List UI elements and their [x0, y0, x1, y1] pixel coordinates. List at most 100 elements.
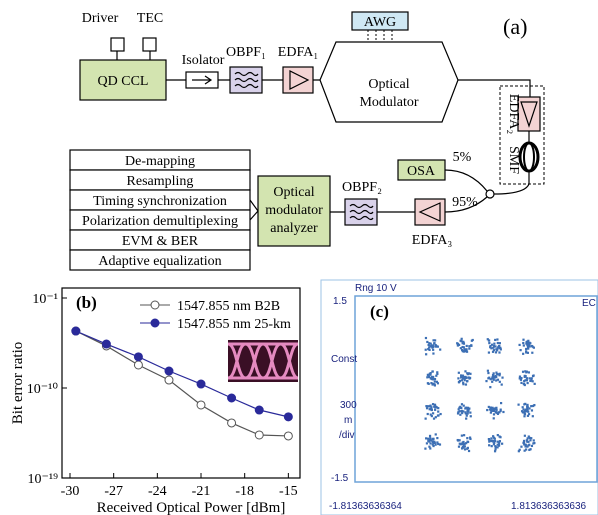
constellation-dot — [439, 443, 441, 445]
constellation-dot — [487, 370, 489, 372]
y-axis-title: Bit error ratio — [10, 342, 26, 424]
obpf1-box — [230, 67, 262, 93]
constellation-dot — [531, 445, 533, 447]
constellation-dot — [492, 374, 494, 376]
constellation-dot — [432, 412, 434, 414]
constellation-dot — [529, 448, 531, 450]
constellation-dot — [527, 437, 529, 439]
constellation-dot — [459, 414, 461, 416]
constellation-dot — [526, 446, 528, 448]
isolator-label: Isolator — [182, 53, 225, 68]
constellation-dot — [493, 413, 495, 415]
constellation-dot — [494, 450, 496, 452]
constellation-dot — [465, 383, 467, 385]
step-label: Polarization demultiplexing — [82, 214, 238, 229]
constellation-dot — [466, 345, 468, 347]
constellation-dot — [460, 443, 462, 445]
constellation-dot — [427, 382, 429, 384]
constellation-dot — [489, 386, 491, 388]
constellation-dot — [528, 371, 530, 373]
legend-marker — [151, 301, 159, 309]
constellation-dot — [520, 446, 522, 448]
data-point — [134, 353, 142, 361]
constellation-dot — [522, 339, 524, 341]
constellation-dot — [501, 383, 503, 385]
constellation-dot — [491, 445, 493, 447]
y-tick-label: 10⁻¹ — [32, 292, 58, 307]
x-right-label: 1.813636363636 — [511, 501, 587, 512]
edfa2-label: EDFA₂ — [506, 94, 521, 135]
constellation-dot — [532, 405, 534, 407]
constellation-dot — [522, 371, 524, 373]
split-label: 95% — [452, 195, 478, 210]
constellation-dot — [529, 345, 531, 347]
constellation-dot — [436, 371, 438, 373]
constellation-dot — [497, 346, 499, 348]
constellation-dot — [432, 349, 434, 351]
constellation-dot — [456, 342, 458, 344]
coupler — [486, 190, 494, 198]
constellation-dot — [457, 377, 459, 379]
constellation-dot — [522, 342, 524, 344]
constellation-dot — [425, 349, 427, 351]
modulator-label: Modulator — [359, 95, 418, 110]
constellation-dot — [458, 408, 460, 410]
constellation-dot — [432, 352, 434, 354]
constellation-dot — [458, 372, 460, 374]
constellation-dot — [488, 351, 490, 353]
constellation-dot — [527, 352, 529, 354]
analyzer-label: Optical — [273, 185, 314, 200]
constellation-dot — [523, 415, 525, 417]
constellation-dot — [527, 382, 529, 384]
constellation-dot — [427, 405, 429, 407]
y-bottom-label: -1.5 — [331, 473, 349, 484]
constellation-dot — [495, 351, 497, 353]
driver-label: Driver — [82, 11, 119, 26]
constellation-dot — [469, 436, 471, 438]
constellation-dot — [426, 376, 428, 378]
constellation-dot — [464, 411, 466, 413]
constellation-dot — [469, 373, 471, 375]
driver-box — [111, 38, 124, 51]
laser-label: QD CCL — [98, 74, 149, 89]
range-label: Rng 10 V — [355, 283, 397, 294]
step-label: Resampling — [127, 174, 194, 189]
fiber-coil — [520, 143, 538, 171]
constellation-dot — [526, 404, 528, 406]
constellation-dot — [531, 352, 533, 354]
constellation-dot — [425, 405, 427, 407]
constellation-dot — [501, 377, 503, 379]
rf-links — [368, 30, 392, 42]
x-tick-label: -27 — [104, 484, 123, 499]
obpf1-label: OBPF₁ — [226, 45, 266, 60]
constellation-dot — [436, 437, 438, 439]
x-axis-title: Received Optical Power [dBm] — [97, 500, 286, 515]
analyzer-label: analyzer — [270, 221, 318, 236]
constellation-dot — [494, 339, 496, 341]
constellation-dot — [500, 402, 502, 404]
constellation-dot — [523, 440, 525, 442]
y-tick-label: 10⁻¹⁹ — [28, 472, 59, 487]
constellation-dot — [461, 338, 463, 340]
constellation-dot — [533, 347, 535, 349]
constellation-dot — [429, 442, 431, 444]
constellation-dot — [499, 342, 501, 344]
constellation-dot — [425, 437, 427, 439]
constellation-dot — [466, 380, 468, 382]
constellation-dot — [461, 435, 463, 437]
data-point — [197, 380, 205, 388]
constellation-dot — [524, 435, 526, 437]
constellation-dot — [532, 375, 534, 377]
constellation-dot — [435, 444, 437, 446]
constellation-dot — [461, 379, 463, 381]
y-tick-label: 10⁻¹⁰ — [27, 382, 59, 397]
constellation-dot — [496, 349, 498, 351]
constellation-dot — [532, 415, 534, 417]
panel-label: (a) — [503, 14, 527, 39]
constellation-dot — [470, 415, 472, 417]
constellation-dot — [430, 413, 432, 415]
constellation-dot — [497, 342, 499, 344]
constellation-dot — [526, 409, 528, 411]
data-point — [102, 340, 110, 348]
constellation-dot — [432, 403, 434, 405]
